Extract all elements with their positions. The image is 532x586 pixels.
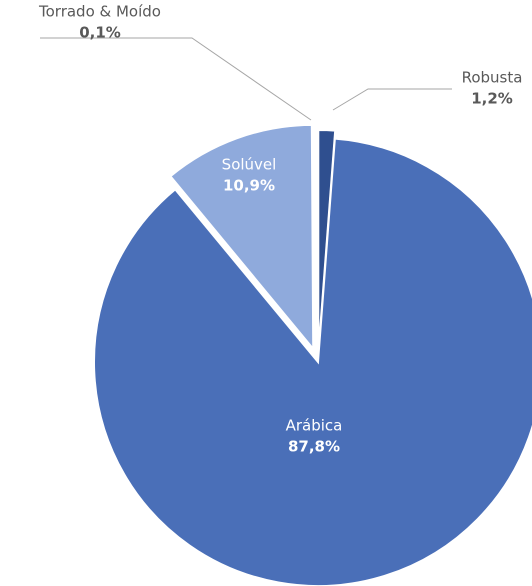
slice-label: Torrado & Moído (38, 3, 161, 21)
leader-line (332, 88, 452, 111)
slice-label: Arábica (286, 417, 343, 435)
slice-label: Solúvel (222, 156, 277, 174)
pie-slice (315, 128, 319, 355)
slice-value-label: 87,8% (288, 438, 340, 456)
slice-label: Robusta (462, 69, 523, 87)
leader-line (40, 37, 312, 121)
pie-slice (169, 123, 315, 352)
slice-value-label: 10,9% (223, 177, 275, 195)
slice-value-label: 0,1% (79, 24, 121, 42)
slice-value-label: 1,2% (471, 90, 513, 108)
pie-slice (93, 137, 532, 586)
